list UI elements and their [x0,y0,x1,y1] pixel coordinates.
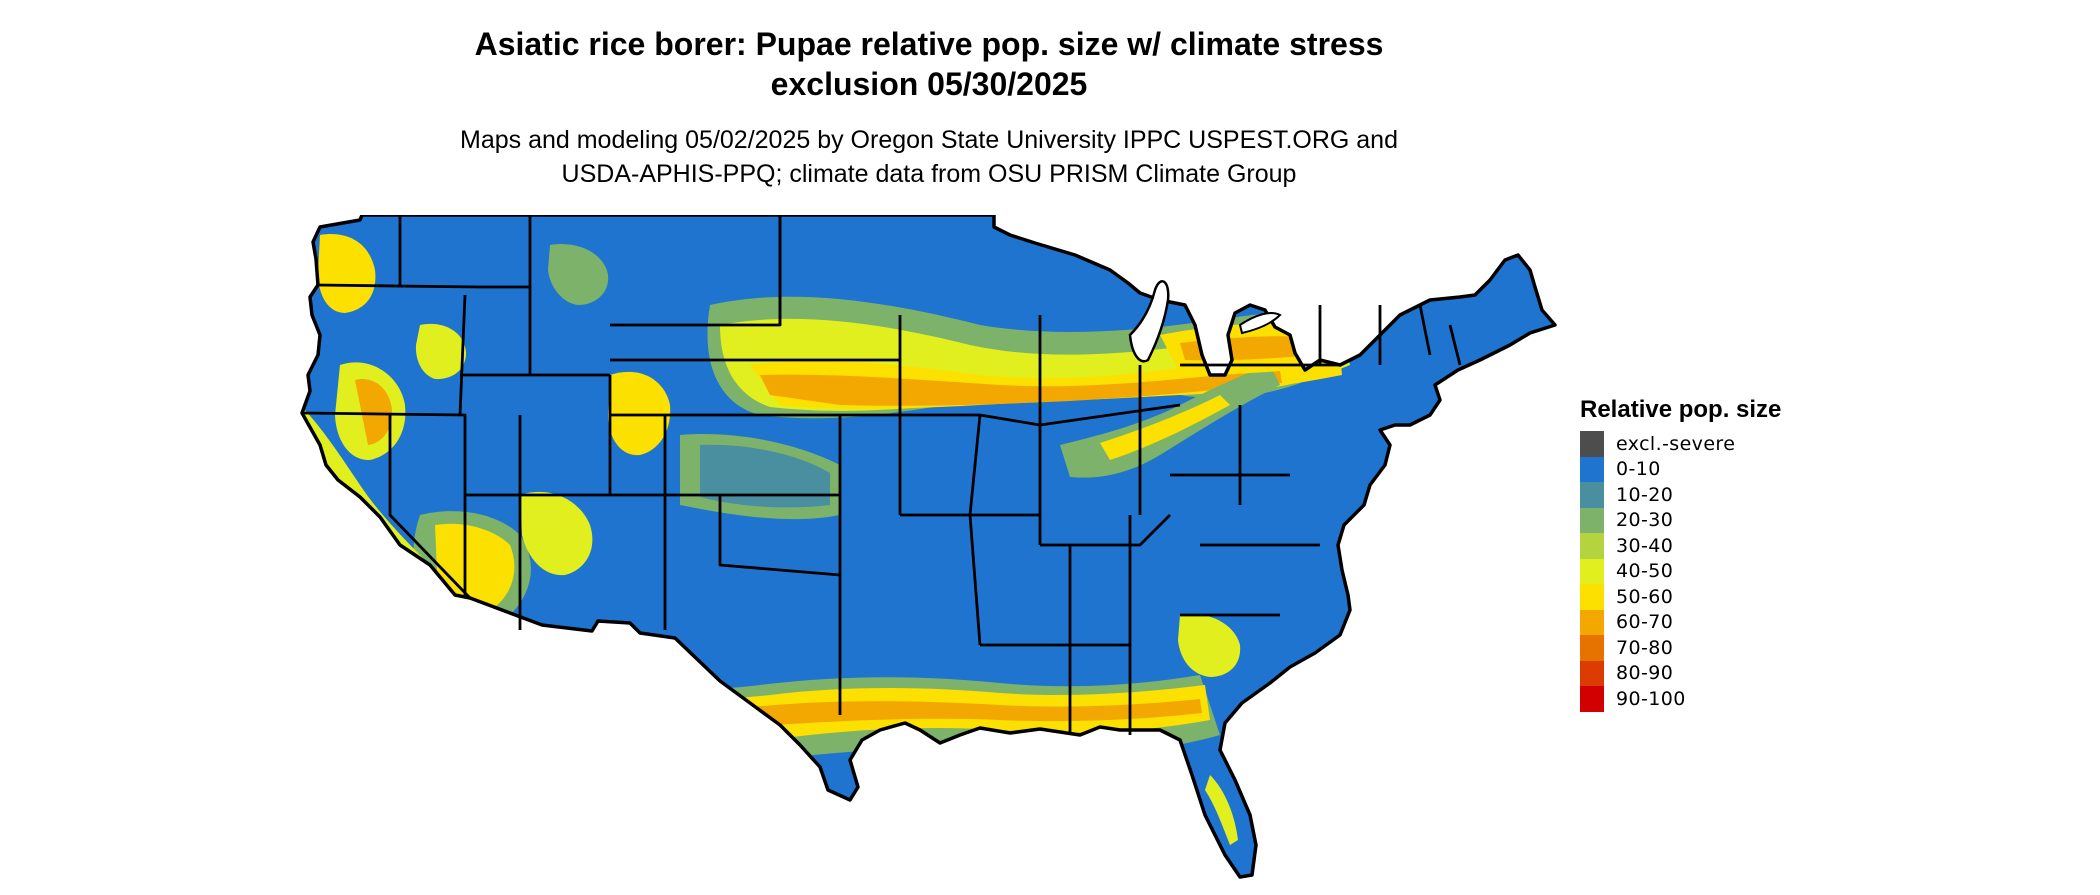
map-subtitle-line-2: USDA-APHIS-PPQ; climate data from OSU PR… [561,160,1297,188]
legend-item: 50-60 [1580,584,1880,610]
legend-item: 30-40 [1580,533,1880,559]
legend-label: 20-30 [1616,509,1674,532]
legend-swatch [1580,609,1604,635]
legend-title: Relative pop. size [1580,396,1782,423]
legend-item: 80-90 [1580,660,1880,686]
legend-label: 30-40 [1616,534,1674,557]
legend-item: excl.-severe [1580,431,1880,457]
legend-label: 50-60 [1616,585,1674,608]
legend-swatch [1580,507,1604,533]
legend-swatch [1580,431,1604,457]
legend-label: excl.-severe [1616,432,1736,455]
legend-label: 40-50 [1616,560,1674,583]
legend-label: 10-20 [1616,483,1674,506]
legend-swatch [1580,660,1604,686]
legend-item: 0-10 [1580,456,1880,482]
legend-swatch [1580,533,1604,559]
legend-label: 60-70 [1616,611,1674,634]
legend-label: 90-100 [1616,687,1686,710]
map-subtitle-line-1: Maps and modeling 05/02/2025 by Oregon S… [460,126,1398,154]
legend-swatch [1580,584,1604,610]
legend-swatch [1580,456,1604,482]
legend-item: 40-50 [1580,558,1880,584]
legend-swatch [1580,686,1604,712]
legend-swatch [1580,482,1604,508]
legend-swatch [1580,558,1604,584]
legend-item: 10-20 [1580,482,1880,508]
legend-label: 80-90 [1616,662,1674,685]
legend-item: 90-100 [1580,686,1880,712]
legend-label: 70-80 [1616,636,1674,659]
legend-item: 20-30 [1580,507,1880,533]
legend-item: 60-70 [1580,609,1880,635]
legend-label: 0-10 [1616,458,1661,481]
us-risk-map [300,215,1557,879]
map-title-line-2: exclusion 05/30/2025 [770,66,1088,102]
legend-item: 70-80 [1580,635,1880,661]
legend: Relative pop. size excl.-severe 0-10 10-20… [1580,395,1880,712]
legend-swatch [1580,635,1604,661]
map-title-line-1: Asiatic rice borer: Pupae relative pop. … [474,26,1384,62]
legend-items: excl.-severe 0-10 10-20 20-30 30-40 40-50 50-6… [1580,431,1880,712]
